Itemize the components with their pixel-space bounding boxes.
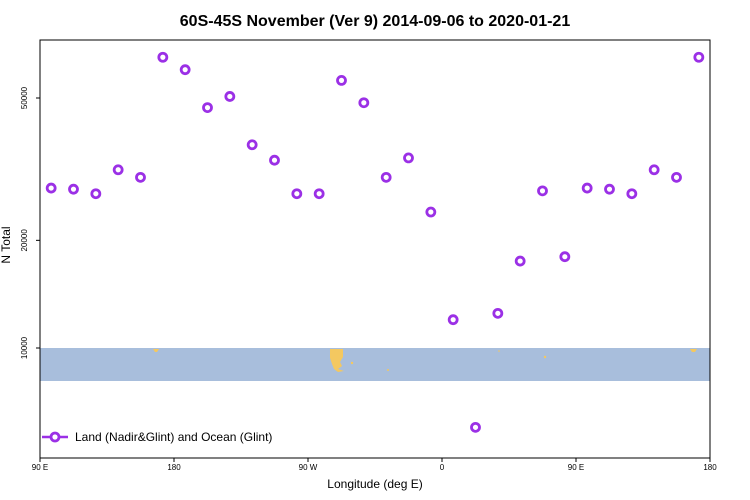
data-point [693, 51, 705, 63]
land-island-falklands [350, 361, 354, 365]
land-new-zealand-left [153, 349, 159, 352]
x-tick-label: 180 [167, 463, 181, 472]
data-point [559, 251, 571, 263]
land-south-america-tip [330, 349, 344, 372]
legend-marker [49, 431, 61, 443]
y-tick-label: 20000 [20, 229, 29, 252]
x-tick-label: 180 [703, 463, 717, 472]
data-point [90, 188, 102, 200]
data-point [269, 154, 280, 166]
data-point [313, 188, 325, 200]
data-point [581, 182, 593, 194]
plot-frame [39, 39, 711, 459]
data-point [68, 183, 79, 195]
map-strip [40, 348, 710, 381]
data-point [179, 64, 191, 76]
data-point [246, 139, 258, 151]
data-point [447, 314, 459, 326]
data-point [336, 74, 347, 86]
x-axis: 90 E 180 90 W 0 90 E 180 [32, 458, 717, 472]
chart-title: 60S-45S November (Ver 9) 2014-09-06 to 2… [180, 13, 571, 30]
data-point [202, 102, 213, 114]
data-point [470, 421, 481, 433]
data-point [380, 171, 392, 183]
legend-label: Land (Nadir&Glint) and Ocean (Glint) [75, 430, 272, 444]
x-tick-label: 90 W [299, 463, 318, 472]
data-point [425, 206, 437, 218]
x-axis-title: Longitude (deg E) [327, 477, 422, 491]
data-point [291, 188, 303, 200]
data-points [45, 51, 705, 433]
data-point [112, 164, 124, 176]
data-point [135, 171, 146, 183]
data-point [604, 183, 615, 195]
data-point [492, 307, 504, 319]
land-island-crozet [498, 350, 500, 352]
data-point [45, 182, 57, 194]
data-point [671, 171, 682, 183]
data-point [514, 255, 526, 267]
data-point [358, 97, 370, 109]
land-island-south-georgia [387, 369, 389, 371]
y-axis: 10000 20000 50000 [20, 86, 40, 359]
legend: Land (Nadir&Glint) and Ocean (Glint) [42, 430, 272, 444]
land-new-zealand-right [690, 349, 697, 352]
data-point [537, 185, 548, 197]
y-tick-label: 50000 [20, 86, 29, 109]
x-tick-label: 0 [440, 463, 445, 472]
ocean-band [40, 348, 710, 381]
y-tick-label: 10000 [20, 336, 29, 359]
data-point [626, 188, 638, 200]
x-tick-label: 90 E [568, 463, 584, 472]
data-point [648, 164, 660, 176]
x-tick-label: 90 E [32, 463, 48, 472]
data-point [403, 152, 414, 164]
data-point [224, 91, 236, 102]
land-island-kerguelen [543, 355, 547, 359]
data-point [157, 51, 169, 63]
y-axis-title: N Total [0, 226, 13, 263]
